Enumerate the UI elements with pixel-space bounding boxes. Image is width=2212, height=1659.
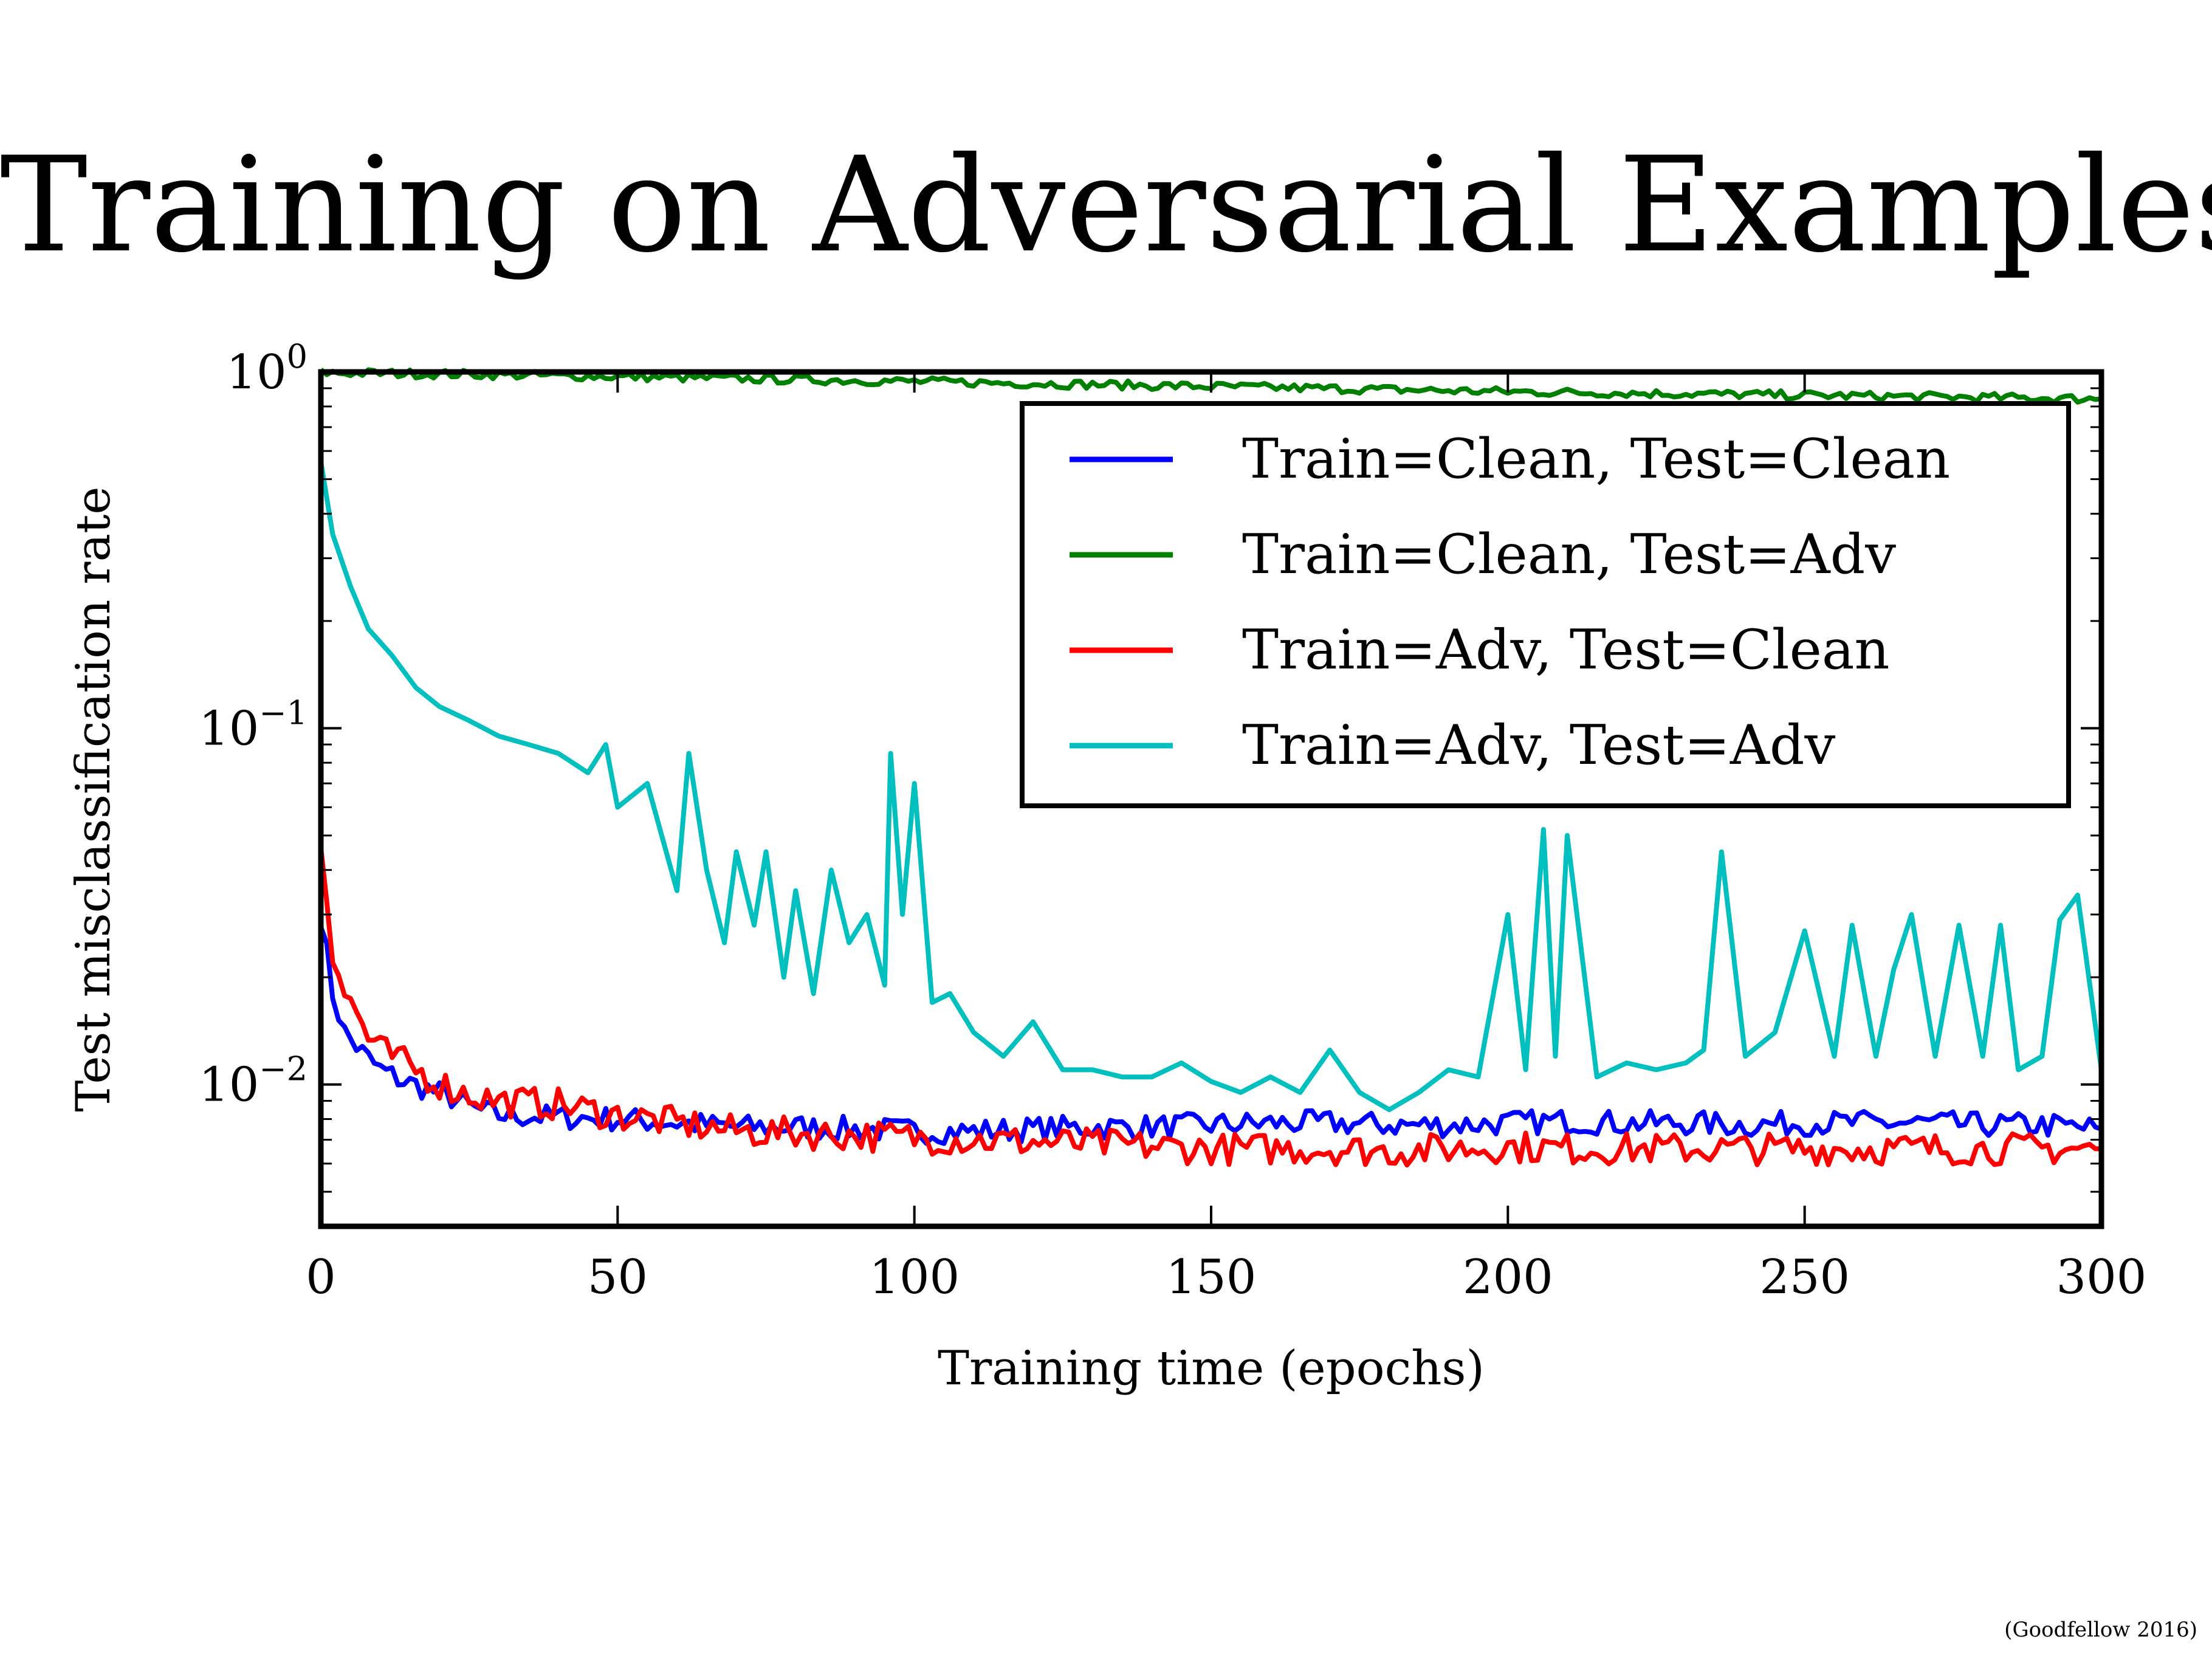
y-tick-label: 10−2 <box>199 1050 307 1113</box>
legend-label: Train=Clean, Test=Clean <box>1242 427 1950 491</box>
legend-label: Train=Adv, Test=Adv <box>1242 713 1836 777</box>
x-tick-label: 300 <box>2056 1250 2147 1305</box>
credit-text: (Goodfellow 2016) <box>2004 1618 2197 1642</box>
y-tick-label: 10−1 <box>199 693 307 756</box>
x-tick-label: 200 <box>1463 1250 1553 1305</box>
slide-title: Training on Adversarial Examples <box>0 129 2212 281</box>
x-tick-label: 150 <box>1166 1250 1257 1305</box>
legend-box <box>1020 401 2071 808</box>
legend-label: Train=Clean, Test=Adv <box>1242 523 1896 586</box>
x-tick-label: 50 <box>588 1250 648 1305</box>
series-line-3 <box>318 847 2102 1168</box>
x-tick-label: 100 <box>869 1250 960 1305</box>
y-axis-label: Test misclassification rate <box>66 486 121 1111</box>
x-tick-label: 0 <box>306 1250 336 1305</box>
plot-frame <box>318 369 2104 1229</box>
tick-labels: 0 50 100 150 200 250 300 100 10−1 10−2 <box>199 337 2146 1305</box>
series-line-4 <box>318 461 2104 1113</box>
x-axis-label: Training time (epochs) <box>938 1341 1485 1396</box>
series-line-1 <box>318 926 2103 1146</box>
legend-label: Train=Adv, Test=Clean <box>1242 618 1889 682</box>
legend: Train=Clean, Test=Clean Train=Clean, Test… <box>1020 401 2071 808</box>
y-tick-label: 100 <box>226 337 307 400</box>
x-tick-label: 250 <box>1759 1250 1850 1305</box>
